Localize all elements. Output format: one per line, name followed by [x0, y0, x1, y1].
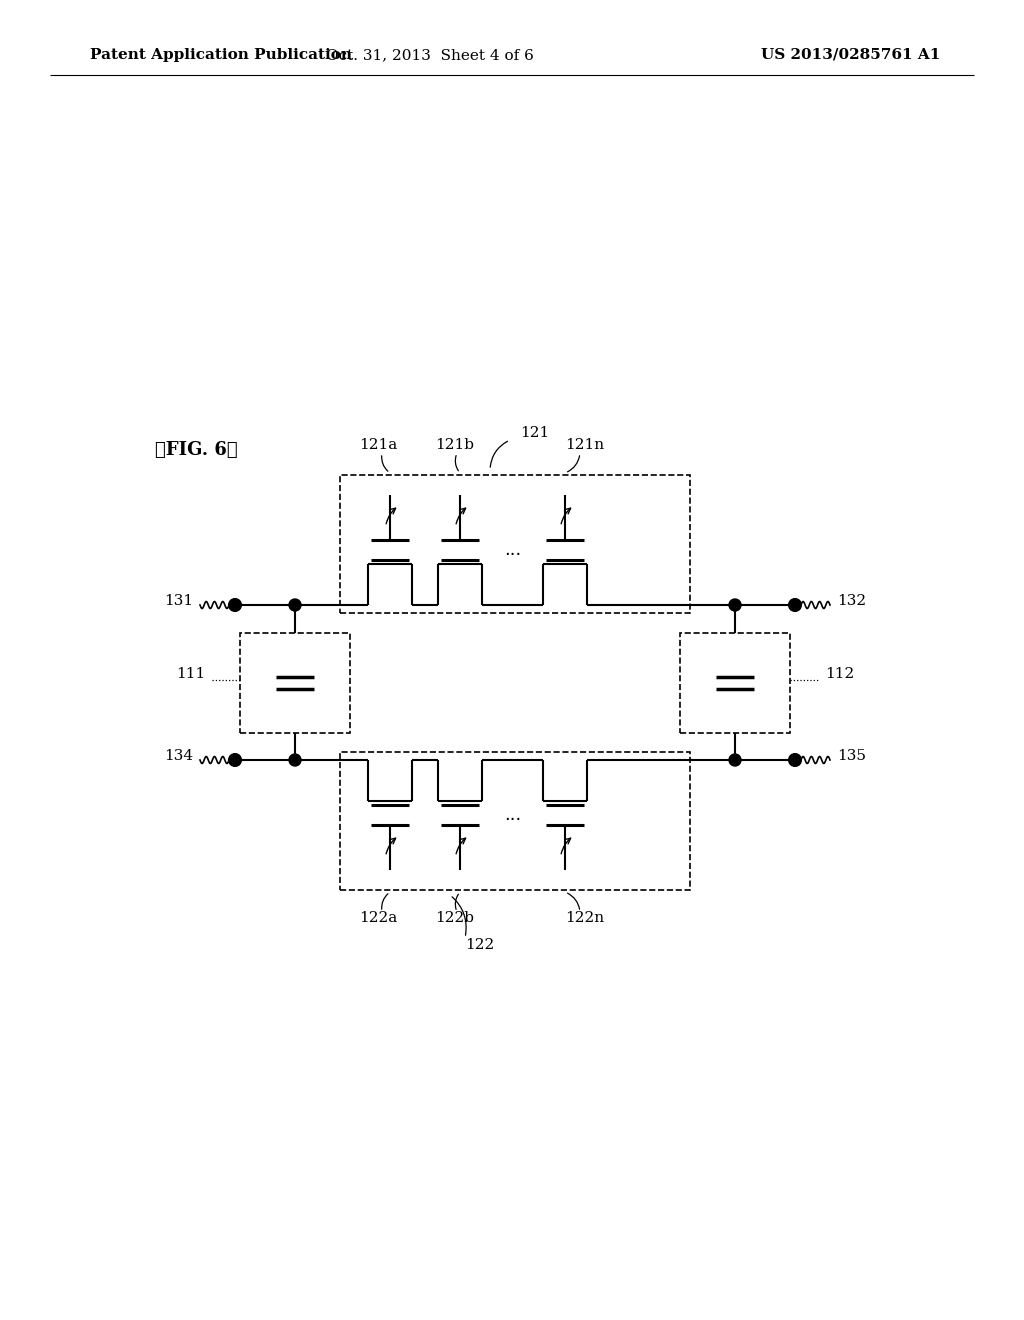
Text: Oct. 31, 2013  Sheet 4 of 6: Oct. 31, 2013 Sheet 4 of 6: [326, 48, 534, 62]
Text: 111: 111: [176, 668, 205, 681]
Circle shape: [229, 599, 241, 611]
Text: 122a: 122a: [358, 911, 397, 925]
Text: 132: 132: [837, 594, 866, 609]
Bar: [340, 752, 690, 890]
Text: 122: 122: [465, 939, 495, 952]
Circle shape: [790, 599, 801, 611]
Circle shape: [229, 754, 241, 766]
Text: 135: 135: [837, 748, 866, 763]
Text: 122n: 122n: [565, 911, 604, 925]
Text: 121a: 121a: [358, 438, 397, 451]
Circle shape: [729, 754, 741, 766]
Text: 122b: 122b: [435, 911, 474, 925]
Text: 131: 131: [164, 594, 193, 609]
Text: 112: 112: [825, 668, 854, 681]
Circle shape: [790, 754, 801, 766]
Bar: [340, 475, 690, 612]
Text: 121n: 121n: [565, 438, 604, 451]
Bar: [680, 632, 790, 733]
Text: 121b: 121b: [435, 438, 474, 451]
Circle shape: [729, 599, 741, 611]
Circle shape: [289, 599, 301, 611]
Circle shape: [289, 754, 301, 766]
Bar: [240, 632, 350, 733]
Text: US 2013/0285761 A1: US 2013/0285761 A1: [761, 48, 940, 62]
Text: 121: 121: [520, 426, 550, 440]
Text: 【FIG. 6】: 【FIG. 6】: [155, 441, 238, 459]
Text: ...: ...: [504, 541, 521, 558]
Text: ...: ...: [504, 807, 521, 824]
Text: 134: 134: [164, 748, 193, 763]
Text: Patent Application Publication: Patent Application Publication: [90, 48, 352, 62]
